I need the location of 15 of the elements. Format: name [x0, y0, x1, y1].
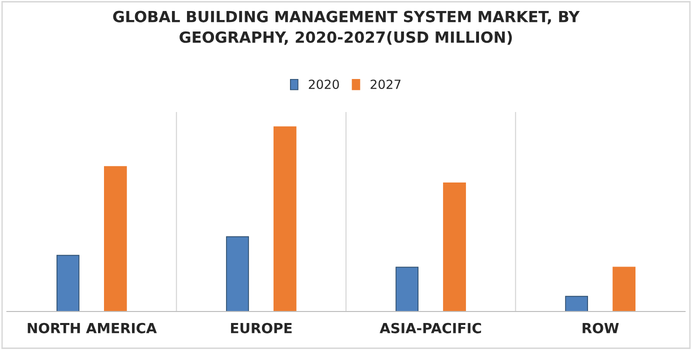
bar [104, 166, 127, 312]
x-tick-label: EUROPE [231, 322, 292, 334]
bar [274, 126, 296, 312]
bar [396, 266, 418, 312]
chart-title: GLOBAL BUILDING MANAGEMENT SYSTEM MARKET, BY GEOGRAPHY, 2020-2027(USD MILLION) [113, 10, 580, 45]
bar [56, 254, 80, 312]
x-tick-label: ROW [582, 322, 619, 334]
bar [565, 296, 588, 312]
legend-label: 2027 [370, 80, 400, 90]
bar [226, 236, 249, 312]
legend-label: 2020 [308, 80, 339, 90]
x-tick-label: ASIA-PACIFIC [380, 322, 482, 334]
bar [443, 182, 466, 312]
bar [612, 266, 636, 312]
x-tick-label: NORTH AMERICA [28, 322, 157, 334]
